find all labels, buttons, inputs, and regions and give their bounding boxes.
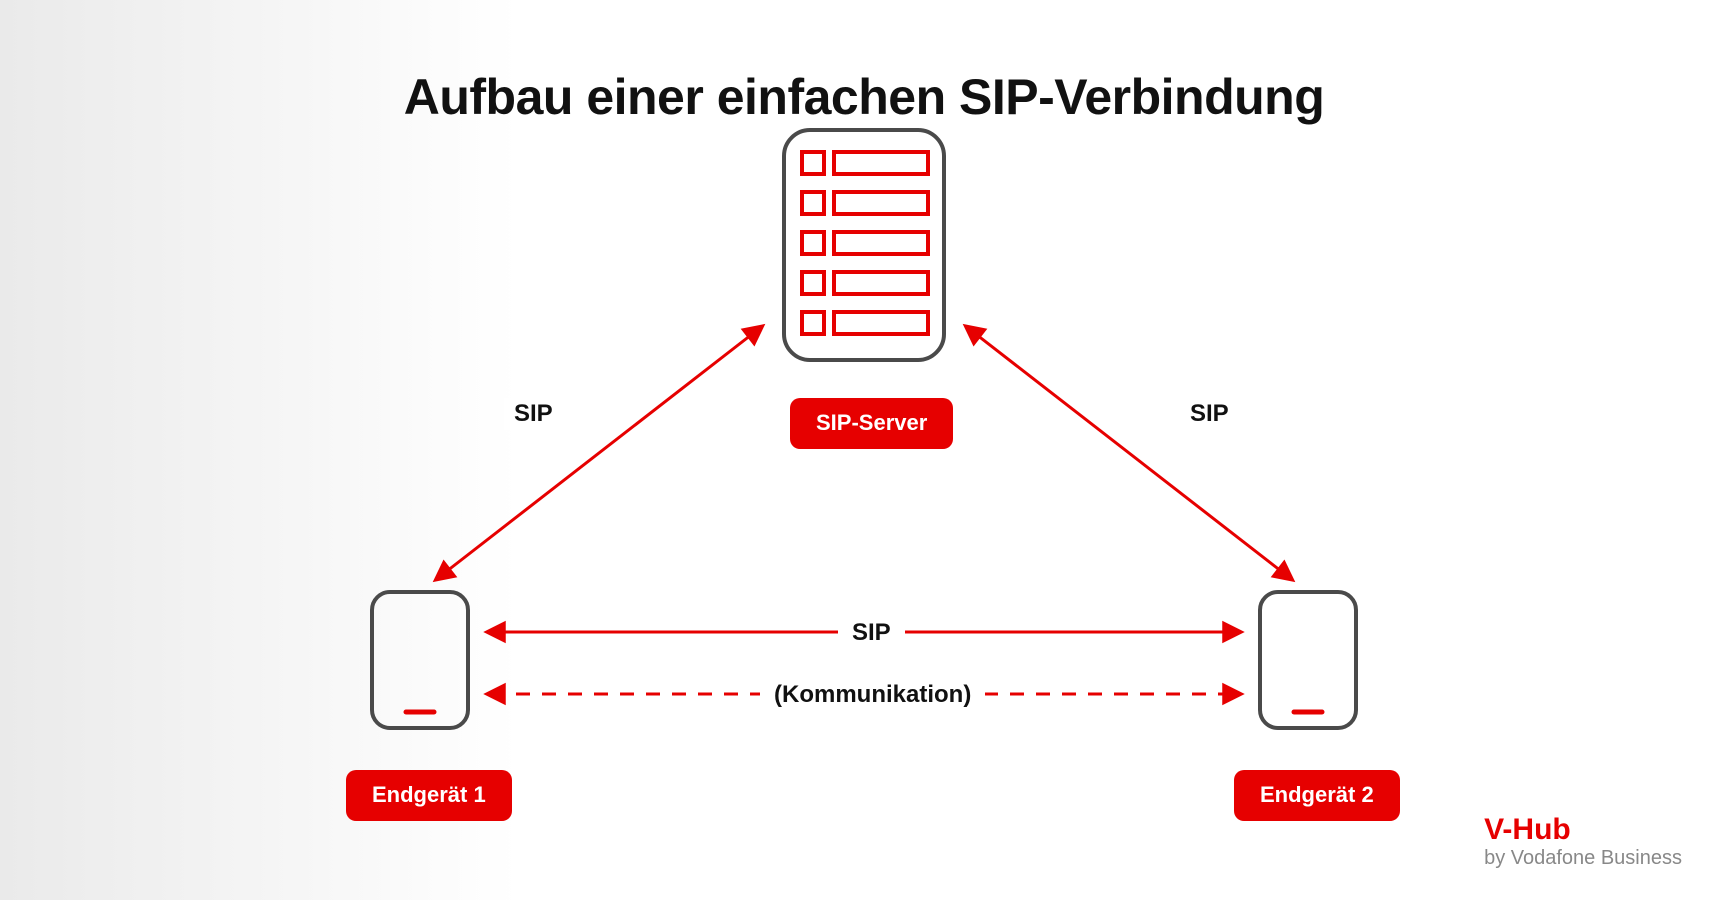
brand-main: V-Hub — [1484, 815, 1682, 845]
edge-left-sip — [438, 328, 760, 578]
edge-label-right-sip: SIP — [1176, 398, 1243, 430]
endgeraet-1-icon — [372, 592, 468, 728]
device2-badge: Endgerät 2 — [1234, 770, 1400, 821]
device1-badge: Endgerät 1 — [346, 770, 512, 821]
brand-block: V-Hub by Vodafone Business — [1484, 815, 1682, 870]
endgeraet-2-icon — [1260, 592, 1356, 728]
edge-label-left-sip: SIP — [500, 398, 567, 430]
diagram-canvas — [0, 0, 1728, 900]
edge-right-sip — [968, 328, 1290, 578]
diagram-stage: Aufbau einer einfachen SIP-Verbindung — [0, 0, 1728, 900]
edge-label-bottom-comm: (Kommunikation) — [760, 679, 985, 711]
edge-label-bottom-sip: SIP — [838, 617, 905, 649]
sip-server-icon — [784, 130, 944, 360]
server-badge: SIP-Server — [790, 398, 953, 449]
brand-sub: by Vodafone Business — [1484, 847, 1682, 870]
